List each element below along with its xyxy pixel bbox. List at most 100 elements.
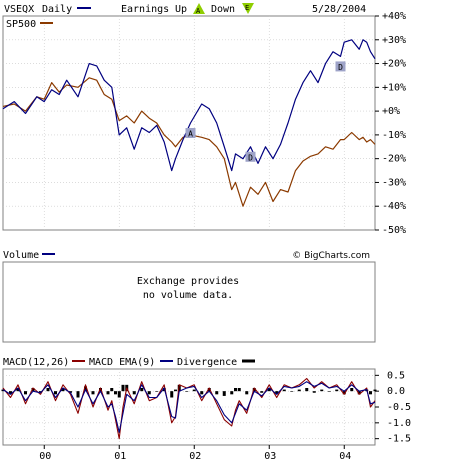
divergence-bar xyxy=(117,391,121,398)
divergence-bar xyxy=(320,389,324,392)
series-line-sp500 xyxy=(2,77,376,207)
earnings-up-icon: A xyxy=(193,3,205,15)
macd-y-tick-label: -1.0 xyxy=(387,418,411,429)
price-series xyxy=(2,39,376,207)
price-y-tick-label: -20% xyxy=(382,154,406,165)
divergence-bar xyxy=(275,391,279,395)
divergence-bar xyxy=(215,391,219,395)
x-tick-label: 01 xyxy=(114,451,126,462)
price-y-axis: +40% +30% +20% +10% +0% -10% -20% -30% -40% -50% xyxy=(375,11,406,236)
price-y-tick-label: -40% xyxy=(382,201,406,212)
x-tick-label: 02 xyxy=(189,451,201,462)
divergence-bar xyxy=(200,391,204,395)
event-marker-letter: D xyxy=(248,153,253,162)
divergence-bar xyxy=(245,391,249,395)
divergence-bar xyxy=(69,391,72,393)
price-y-tick-label: -10% xyxy=(382,130,406,141)
divergence-label: Divergence xyxy=(177,357,237,368)
macd-series-line xyxy=(2,381,376,433)
divergence-bar xyxy=(155,391,159,392)
volume-title: Volume xyxy=(3,250,39,261)
macd-y-tick-label: 0.5 xyxy=(387,370,405,381)
divergence-bar xyxy=(31,388,35,392)
divergence-bar xyxy=(305,388,309,392)
divergence-bar xyxy=(282,389,286,392)
macd-y-tick-label: -0.5 xyxy=(387,402,411,413)
price-y-tick-label: -50% xyxy=(382,225,406,236)
event-marker-box xyxy=(335,61,346,72)
divergence-bar xyxy=(369,391,372,395)
macd-ema-label: MACD EMA(9) xyxy=(89,357,155,368)
macd-series xyxy=(1,377,377,440)
event-markers: A D D xyxy=(185,61,346,162)
divergence-bar xyxy=(1,389,5,392)
divergence-bar xyxy=(110,388,114,392)
divergence-bar xyxy=(174,389,177,392)
divergence-bar xyxy=(170,391,174,398)
divergence-bar xyxy=(230,391,234,395)
svg-text:E: E xyxy=(245,4,249,12)
price-panel-frame xyxy=(2,15,376,231)
macd-grid xyxy=(3,369,375,445)
divergence-bar xyxy=(132,391,136,395)
macd-y-tick-label: 0.0 xyxy=(387,386,405,397)
price-y-tick-label: +0% xyxy=(382,106,400,117)
divergence-bar xyxy=(234,388,237,392)
event-marker-letter: A xyxy=(188,130,193,139)
macd-y-axis: 0.5 0.0 -0.5 -1.0 -1.5 xyxy=(375,370,411,445)
volume-message-line1: Exchange provides xyxy=(137,276,239,287)
volume-panel-frame xyxy=(2,261,376,343)
divergence-bar xyxy=(46,388,50,392)
divergence-bar xyxy=(84,386,87,392)
event-marker-box xyxy=(245,151,256,162)
price-y-tick-label: -30% xyxy=(382,177,406,188)
divergence-bar xyxy=(76,391,80,398)
divergence-bar xyxy=(357,391,361,395)
event-marker-letter: D xyxy=(338,63,343,72)
divergence-bar xyxy=(91,391,95,395)
divergence-bar xyxy=(207,388,211,392)
earnings-down-icon: E xyxy=(242,3,254,14)
divergence-bar xyxy=(192,389,196,392)
price-y-tick-label: +10% xyxy=(382,82,406,93)
macd-y-tick-label: -1.5 xyxy=(387,434,411,445)
divergence-bar xyxy=(106,391,110,395)
volume-message-line2: no volume data. xyxy=(143,290,233,301)
header-symbol: VSEQX xyxy=(4,4,34,15)
event-marker-box xyxy=(185,128,196,138)
earnings-up-label: Up xyxy=(175,4,187,15)
x-axis: 00 01 02 03 04 xyxy=(39,445,351,462)
divergence-bar xyxy=(24,391,27,395)
price-y-tick-label: +20% xyxy=(382,59,406,70)
divergence-bar xyxy=(327,391,331,392)
header-period: Daily xyxy=(42,4,72,15)
divergence-bar xyxy=(290,391,294,392)
divergence-bar xyxy=(140,388,144,392)
x-tick-label: 00 xyxy=(39,451,51,462)
sp500-legend-label: SP500 xyxy=(6,19,36,30)
divergence-bar xyxy=(312,391,316,393)
divergence-bar xyxy=(61,388,65,392)
earnings-down-label: Down xyxy=(211,4,235,15)
series-line-vseqx xyxy=(2,39,376,172)
earnings-label: Earnings xyxy=(121,4,169,15)
divergence-bar xyxy=(222,391,226,396)
macd-series-line xyxy=(2,377,376,440)
divergence-bar xyxy=(342,391,346,395)
divergence-bar xyxy=(39,391,42,393)
divergence-bar xyxy=(350,388,354,392)
header-date: 5/28/2004 xyxy=(312,4,366,15)
x-tick-label: 03 xyxy=(264,451,276,462)
macd-label: MACD(12,26) xyxy=(3,357,69,368)
price-y-tick-label: +40% xyxy=(382,11,406,22)
price-grid xyxy=(3,16,375,230)
divergence-bar xyxy=(185,391,189,392)
bigcharts-watermark: © BigCharts.com xyxy=(292,251,370,261)
divergence-bar xyxy=(114,391,117,395)
divergence-bar xyxy=(297,389,301,392)
divergence-bar xyxy=(373,389,377,392)
divergence-bar xyxy=(260,391,264,393)
divergence-bar xyxy=(54,391,57,395)
svg-text:A: A xyxy=(196,7,201,15)
